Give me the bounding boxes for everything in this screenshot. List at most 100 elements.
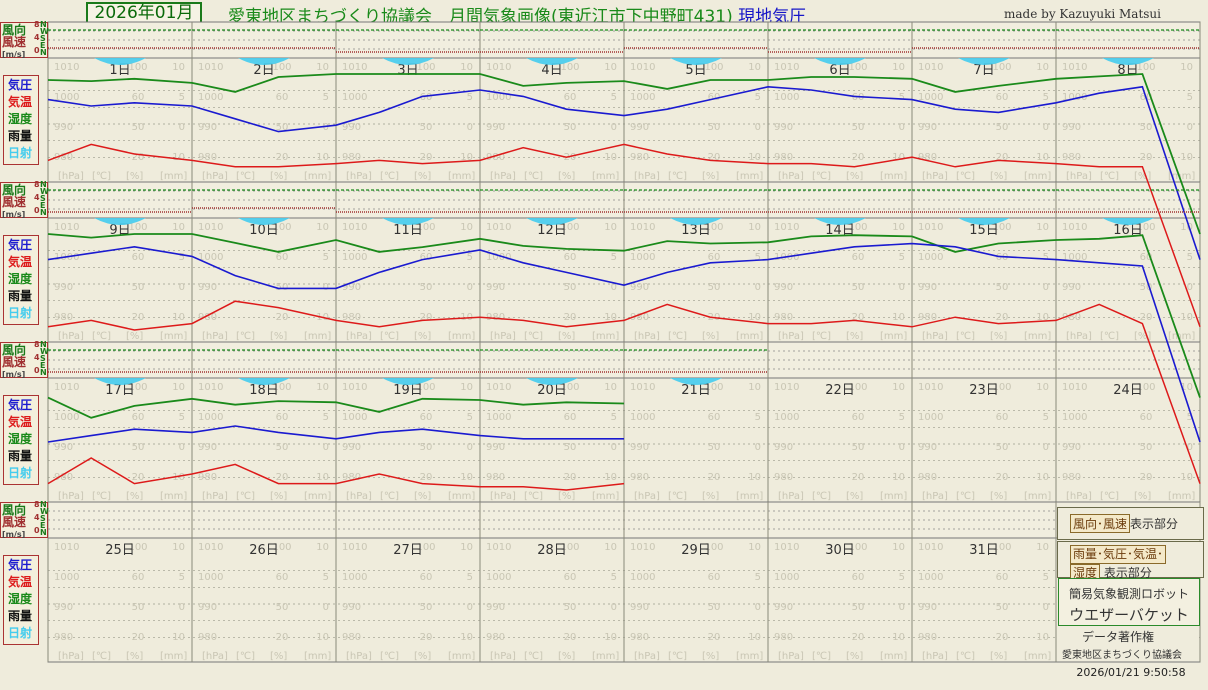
unit-label: [%] [846,491,863,502]
day-label: 7日 [973,63,994,78]
pct-tick-label: 50 [420,442,433,453]
pct-tick-label: 100 [704,62,723,73]
unit-label: [℃] [668,171,687,182]
day-label: 17日 [105,383,135,398]
wind-legend-suffix: 表示部分 [1130,517,1179,531]
pressure-tick-label: 990 [774,602,793,613]
pressure-label: 気圧 [8,398,33,412]
rain-tick-label: 10 [892,542,905,553]
unit-label: [hPa] [58,331,84,342]
pressure-tick-label: 980 [54,312,73,323]
wind-direction-mark: S [40,514,46,523]
wind-direction-mark: E [40,361,46,370]
wind-label-box [0,342,48,378]
pct-tick-label: 20 [420,472,433,483]
rain-tick-label: 0 [611,282,617,293]
rain-tick-label: 0 [323,442,329,453]
main-label-box [3,75,39,165]
rain-tick-label: 10 [1180,472,1193,483]
solar-radiation-mark [958,58,1010,65]
unit-label: [%] [270,331,287,342]
unit-label: [%] [990,171,1007,182]
unit-label: [mm] [1024,331,1051,342]
pct-tick-label: 60 [564,572,577,583]
pct-tick-label: 20 [996,152,1009,163]
pct-tick-label: 100 [416,62,435,73]
pressure-tick-label: 980 [198,632,217,643]
unit-label: [℃] [236,171,255,182]
day-label: 21日 [681,383,711,398]
pressure-tick-label: 980 [918,152,937,163]
main-legend-tag-a: 雨量･気圧･気温･ [1070,545,1167,564]
unit-label: [hPa] [490,491,516,502]
pct-tick-label: 60 [420,412,433,423]
pct-tick-label: 60 [132,252,145,263]
pressure-tick-label: 1000 [918,252,943,263]
rain-tick-label: 10 [604,632,617,643]
rain-tick-label: 5 [179,572,185,583]
rain-tick-label: 5 [1043,572,1049,583]
pct-tick-label: 50 [564,282,577,293]
pct-tick-label: 20 [564,472,577,483]
rain-tick-label: 10 [892,382,905,393]
pct-tick-label: 100 [704,222,723,233]
pressure-tick-label: 1010 [774,542,799,553]
rain-tick-label: 0 [899,122,905,133]
rain-tick-label: 10 [748,312,761,323]
unit-label: [hPa] [346,331,372,342]
day-label: 29日 [681,543,711,558]
unit-label: [%] [558,171,575,182]
unit-label: [%] [414,491,431,502]
wind-direction-mark: E [40,521,46,530]
rain-label: 雨量 [8,609,33,623]
main-legend-suffix: 表示部分 [1103,566,1152,580]
unit-label: [mm] [592,491,619,502]
unit-label: [%] [990,651,1007,662]
pct-tick-label: 50 [708,442,721,453]
wind-direction-mark: E [40,201,46,210]
pressure-tick-label: 1010 [918,62,943,73]
unit-label: [hPa] [1066,171,1092,182]
pct-tick-label: 60 [996,252,1009,263]
pct-tick-label: 100 [992,382,1011,393]
pressure-tick-label: 1010 [198,382,223,393]
pct-tick-label: 20 [276,152,289,163]
rain-tick-label: 10 [1180,382,1193,393]
rain-tick-label: 10 [460,382,473,393]
rain-tick-label: 10 [748,152,761,163]
pct-tick-label: 100 [560,382,579,393]
day-label: 15日 [969,223,999,238]
wind-label-box [0,22,48,58]
rain-tick-label: 10 [172,382,185,393]
rain-tick-label: 0 [179,442,185,453]
pressure-tick-label: 1010 [198,62,223,73]
rain-tick-label: 10 [172,312,185,323]
rain-tick-label: 5 [179,92,185,103]
wind-label-box [0,182,48,218]
day-label: 5日 [685,63,706,78]
rain-tick-label: 10 [1036,222,1049,233]
rain-tick-label: 10 [316,632,329,643]
rain-tick-label: 10 [892,472,905,483]
pct-tick-label: 100 [560,62,579,73]
wind-legend-tag: 風向･風速 [1070,514,1131,533]
unit-label: [hPa] [202,331,228,342]
unit-label: [℃] [956,331,975,342]
pct-tick-label: 100 [704,382,723,393]
rain-tick-label: 10 [460,152,473,163]
pressure-tick-label: 990 [198,442,217,453]
day-label: 4日 [541,63,562,78]
pressure-tick-label: 980 [774,632,793,643]
pressure-tick-label: 990 [630,282,649,293]
pressure-tick-label: 990 [630,602,649,613]
pct-tick-label: 20 [708,632,721,643]
pct-tick-label: 100 [560,542,579,553]
solar-radiation-mark [670,218,722,225]
wind-speed-mark: 0 [34,46,40,55]
update-timestamp: 2026/01/21 9:50:58 [1076,666,1186,679]
unit-label: [℃] [524,331,543,342]
unit-label: [mm] [304,331,331,342]
wind-direction-mark: W [40,507,49,516]
pct-tick-label: 20 [132,152,145,163]
unit-label: [mm] [448,331,475,342]
